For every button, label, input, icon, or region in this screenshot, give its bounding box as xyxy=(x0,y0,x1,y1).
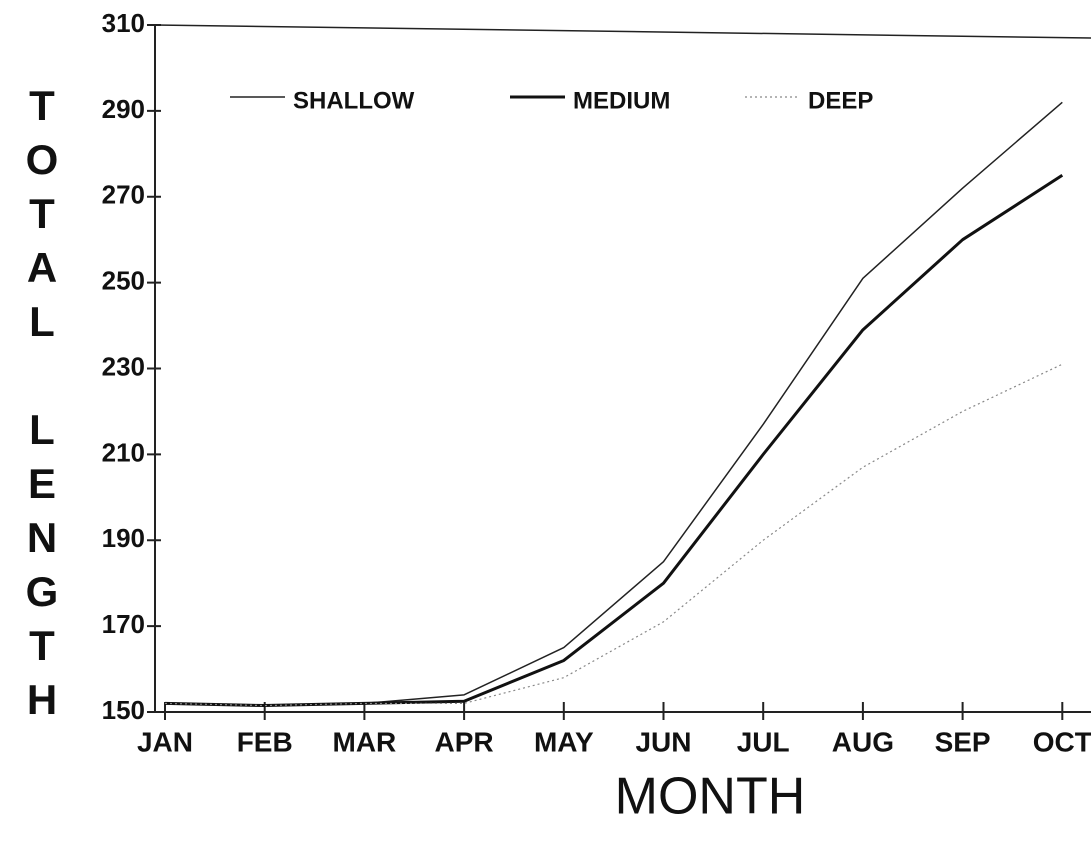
y-tick-label: 210 xyxy=(102,437,145,467)
x-axis-label: MONTH xyxy=(615,768,806,826)
x-tick-label: JUL xyxy=(737,726,790,757)
series-line xyxy=(164,363,1063,707)
y-tick-label: 170 xyxy=(102,609,145,639)
x-tick-label: OCT xyxy=(1033,726,1091,757)
y-tick-label: 250 xyxy=(102,266,145,296)
legend-label: MEDIUM xyxy=(573,87,670,114)
y-tick-label: 230 xyxy=(102,351,145,381)
x-tick-label: APR xyxy=(435,726,494,757)
x-tick-label: JUN xyxy=(635,726,691,757)
plot-border xyxy=(154,24,1091,39)
y-tick-label: 290 xyxy=(102,94,145,124)
x-tick-label: MAR xyxy=(333,726,397,757)
y-tick-label: 270 xyxy=(102,180,145,210)
y-tick-label: 190 xyxy=(102,523,145,553)
x-tick-label: JAN xyxy=(137,726,193,757)
series-line xyxy=(164,174,1064,708)
legend-label: DEEP xyxy=(808,87,873,114)
x-tick-label: AUG xyxy=(832,726,894,757)
y-tick-label: 310 xyxy=(102,8,145,38)
x-tick-label: SEP xyxy=(935,726,991,757)
legend-label: SHALLOW xyxy=(293,87,415,114)
x-tick-label: MAY xyxy=(534,726,594,757)
y-axis-label: TOTAL LENGTH xyxy=(19,82,66,730)
x-tick-label: FEB xyxy=(237,726,293,757)
y-tick-label: 150 xyxy=(102,695,145,725)
series-line xyxy=(164,101,1063,707)
